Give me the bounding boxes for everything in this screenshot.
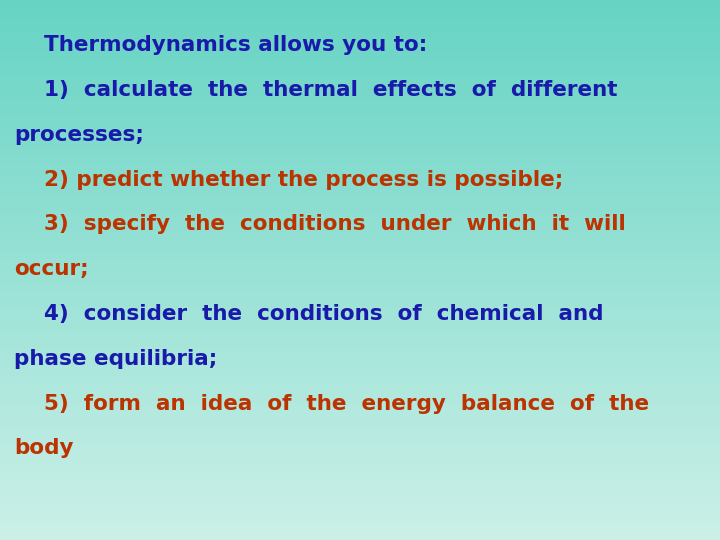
Text: 4)  consider  the  conditions  of  chemical  and: 4) consider the conditions of chemical a… — [14, 304, 604, 324]
Text: Thermodynamics allows you to:: Thermodynamics allows you to: — [14, 35, 428, 55]
Text: processes;: processes; — [14, 125, 144, 145]
Text: phase equilibria;: phase equilibria; — [14, 349, 217, 369]
Text: 3)  specify  the  conditions  under  which  it  will: 3) specify the conditions under which it… — [14, 214, 626, 234]
Text: occur;: occur; — [14, 259, 89, 279]
Text: body: body — [14, 438, 74, 458]
Text: 5)  form  an  idea  of  the  energy  balance  of  the: 5) form an idea of the energy balance of… — [14, 394, 649, 414]
Text: 2) predict whether the process is possible;: 2) predict whether the process is possib… — [14, 170, 564, 190]
Text: 1)  calculate  the  thermal  effects  of  different: 1) calculate the thermal effects of diff… — [14, 80, 618, 100]
